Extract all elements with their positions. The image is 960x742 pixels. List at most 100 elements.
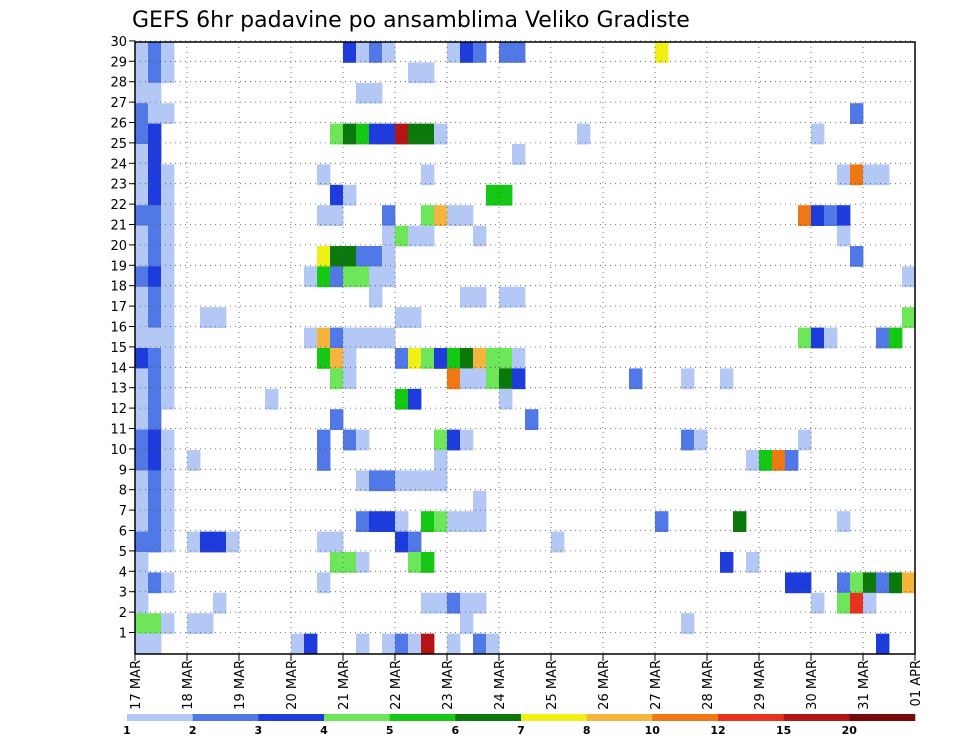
heatmap-cell bbox=[135, 531, 149, 553]
heatmap-cell bbox=[395, 511, 409, 532]
heatmap-cell bbox=[148, 82, 162, 104]
heatmap-cell bbox=[148, 490, 162, 512]
heatmap-cell bbox=[330, 348, 344, 369]
heatmap-cell bbox=[330, 266, 344, 288]
x-tick-label: 19 MAR bbox=[233, 660, 248, 710]
heatmap-cell bbox=[421, 164, 435, 186]
heatmap-cell bbox=[135, 82, 149, 104]
heatmap-cell bbox=[148, 123, 162, 145]
heatmap-cell bbox=[330, 409, 344, 430]
colorbar-label: 5 bbox=[386, 724, 394, 737]
heatmap-cell bbox=[161, 511, 175, 532]
heatmap-cell bbox=[473, 225, 487, 247]
heatmap-cell bbox=[382, 42, 396, 63]
heatmap-cell bbox=[447, 511, 461, 532]
heatmap-cell bbox=[343, 184, 357, 206]
heatmap-cells bbox=[135, 42, 916, 655]
chart-title: GEFS 6hr padavine po ansamblima Veliko G… bbox=[132, 8, 690, 33]
heatmap-cell bbox=[447, 633, 461, 655]
x-tick-label: 22 MAR bbox=[389, 660, 404, 710]
heatmap-cell bbox=[837, 572, 851, 594]
colorbar-label: 1 bbox=[123, 724, 131, 737]
heatmap-cell bbox=[213, 531, 227, 553]
y-tick-label: 10 bbox=[110, 443, 127, 458]
heatmap-cell bbox=[460, 511, 474, 532]
heatmap-cell bbox=[317, 205, 331, 226]
heatmap-cell bbox=[356, 82, 370, 104]
heatmap-cell bbox=[720, 368, 734, 390]
heatmap-cell bbox=[473, 592, 487, 614]
heatmap-cell bbox=[408, 470, 422, 492]
heatmap-cell bbox=[447, 42, 461, 63]
y-axis: 1234567891011121314151617181920212223242… bbox=[110, 35, 135, 642]
heatmap-cell bbox=[837, 592, 851, 614]
heatmap-cell bbox=[746, 450, 760, 471]
colorbar-swatch bbox=[324, 714, 390, 721]
heatmap-cell bbox=[161, 164, 175, 186]
heatmap-cell bbox=[304, 327, 318, 349]
colorbar-label: 7 bbox=[517, 724, 525, 737]
colorbar-swatch bbox=[718, 714, 784, 721]
heatmap-cell bbox=[499, 388, 513, 410]
heatmap-cell bbox=[850, 246, 864, 267]
heatmap-cell bbox=[681, 429, 695, 451]
heatmap-cell bbox=[356, 470, 370, 492]
heatmap-cell bbox=[343, 246, 357, 267]
heatmap-cell bbox=[876, 633, 890, 655]
heatmap-cell bbox=[161, 490, 175, 512]
x-tick-label: 29 MAR bbox=[753, 660, 768, 710]
y-tick-label: 1 bbox=[119, 627, 127, 642]
heatmap-cell bbox=[837, 511, 851, 532]
heatmap-cell bbox=[681, 368, 695, 390]
heatmap-cell bbox=[837, 205, 851, 226]
heatmap-cell bbox=[304, 266, 318, 288]
y-tick-label: 27 bbox=[110, 96, 127, 111]
heatmap-cell bbox=[161, 450, 175, 471]
colorbar: 1 2 3 4 5 6 7 8 10 12 15 20 bbox=[123, 714, 916, 737]
colorbar-swatch bbox=[258, 714, 325, 721]
heatmap-cell bbox=[369, 123, 383, 145]
x-tick-label: 23 MAR bbox=[441, 660, 456, 710]
heatmap-cell bbox=[369, 327, 383, 349]
heatmap-cell bbox=[135, 62, 149, 84]
heatmap-cell bbox=[356, 42, 370, 63]
heatmap-cell bbox=[408, 531, 422, 553]
y-tick-label: 6 bbox=[119, 525, 127, 540]
heatmap-cell bbox=[148, 409, 162, 430]
heatmap-cell bbox=[447, 205, 461, 226]
heatmap-cell bbox=[135, 225, 149, 247]
heatmap-cell bbox=[824, 327, 838, 349]
heatmap-cell bbox=[343, 327, 357, 349]
heatmap-cell bbox=[135, 409, 149, 430]
y-tick-label: 17 bbox=[110, 300, 127, 315]
heatmap-cell bbox=[447, 348, 461, 369]
y-tick-label: 29 bbox=[110, 55, 127, 70]
heatmap-cell bbox=[850, 164, 864, 186]
heatmap-cell bbox=[850, 592, 864, 614]
colorbar-swatch bbox=[127, 714, 193, 721]
heatmap-cell bbox=[850, 572, 864, 594]
heatmap-cell bbox=[395, 470, 409, 492]
heatmap-cell bbox=[343, 123, 357, 145]
x-tick-label: 25 MAR bbox=[545, 660, 560, 710]
heatmap-cell bbox=[473, 42, 487, 63]
heatmap-cell bbox=[330, 123, 344, 145]
heatmap-cell bbox=[499, 286, 513, 308]
heatmap-cell bbox=[148, 246, 162, 267]
x-tick-label: 27 MAR bbox=[649, 660, 664, 710]
heatmap-cell bbox=[161, 62, 175, 84]
y-tick-label: 8 bbox=[119, 484, 127, 499]
heatmap-cell bbox=[408, 225, 422, 247]
heatmap-cell bbox=[382, 266, 396, 288]
heatmap-cell bbox=[421, 205, 435, 226]
heatmap-cell bbox=[408, 633, 422, 655]
heatmap-cell bbox=[213, 307, 227, 328]
x-axis: 17 MAR 18 MAR 19 MAR 20 MAR 21 MAR 22 MAR 23 M… bbox=[129, 654, 924, 710]
colorbar-swatch bbox=[783, 714, 850, 721]
heatmap-cell bbox=[408, 62, 422, 84]
heatmap-cell bbox=[434, 348, 448, 369]
y-tick-label: 21 bbox=[110, 219, 127, 234]
heatmap-cell bbox=[343, 429, 357, 451]
heatmap-cell bbox=[759, 450, 773, 471]
heatmap-cell bbox=[499, 42, 513, 63]
